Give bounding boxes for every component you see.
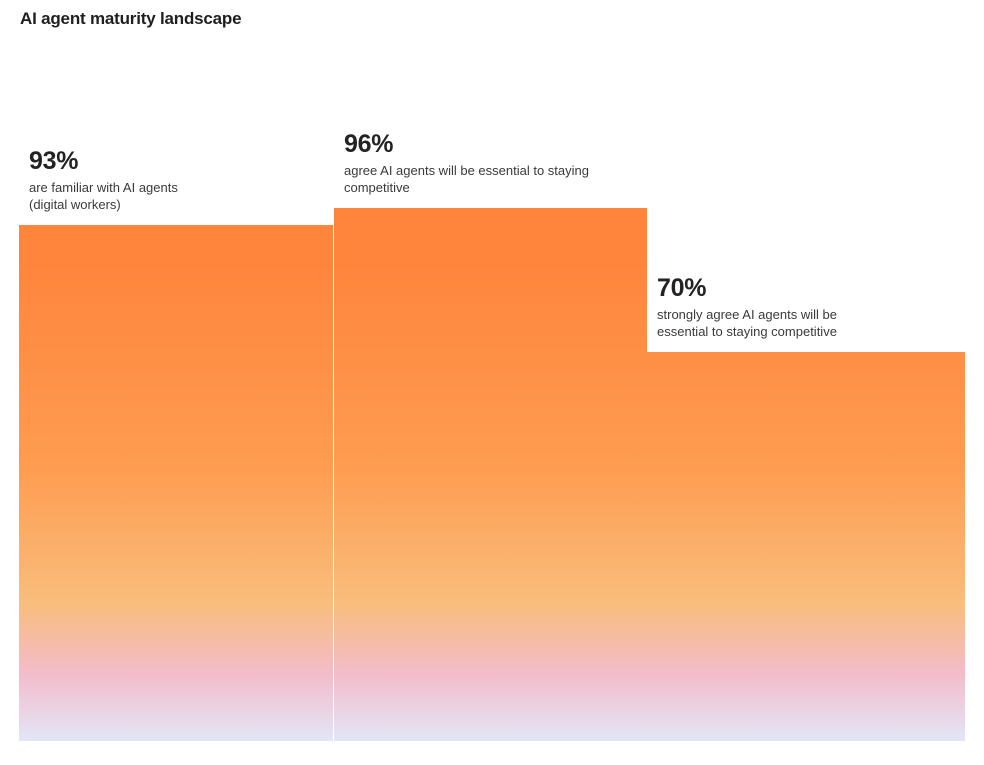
bar-category-line: agree AI agents will be essential to sta… bbox=[344, 163, 589, 178]
bar-value-label: 96% bbox=[344, 130, 394, 158]
bar-category-line: competitive bbox=[344, 180, 410, 195]
bar-2 bbox=[334, 208, 647, 741]
bar-label-3: 70% strongly agree AI agents will be essen… bbox=[657, 274, 955, 340]
bar-category-line: strongly agree AI agents will be bbox=[657, 307, 837, 322]
bar-category-line: are familiar with AI agents bbox=[29, 180, 178, 195]
bar-category-label: strongly agree AI agents will be essentia… bbox=[657, 306, 955, 340]
bar-value-label: 70% bbox=[657, 274, 707, 302]
bar-category-label: agree AI agents will be essential to sta… bbox=[344, 162, 637, 196]
bar-1 bbox=[19, 225, 333, 741]
bar-category-label: are familiar with AI agents (digital work… bbox=[29, 179, 323, 213]
bar-label-2: 96% agree AI agents will be essential to … bbox=[344, 130, 637, 196]
chart-title: AI agent maturity landscape bbox=[20, 9, 242, 28]
bar-category-line: (digital workers) bbox=[29, 197, 121, 212]
bar-value-label: 93% bbox=[29, 147, 79, 175]
bar-3 bbox=[647, 352, 965, 741]
bar-category-line: essential to staying competitive bbox=[657, 324, 837, 339]
bar-label-1: 93% are familiar with AI agents (digital w… bbox=[29, 147, 323, 213]
